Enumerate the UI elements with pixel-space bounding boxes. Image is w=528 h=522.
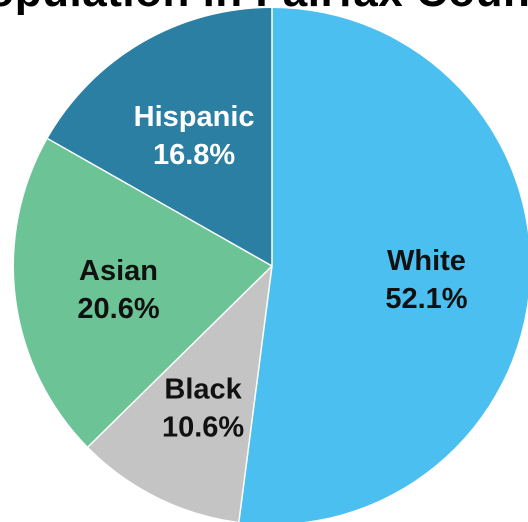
pie-slice-white [238, 8, 528, 522]
slice-value-black: 10.6% [162, 412, 244, 444]
slice-value-white: 52.1% [385, 283, 467, 315]
pie-slice-asian [14, 138, 273, 447]
slice-label-black: Black [164, 374, 242, 406]
pie-slice-black [87, 266, 273, 522]
slice-value-hispanic: 16.8% [153, 139, 235, 171]
slice-separator [87, 265, 273, 448]
chart-title: Population in Fairfax County [0, 0, 528, 14]
slice-label-asian: Asian [79, 255, 158, 287]
slice-separator [238, 265, 273, 522]
slice-separator [47, 137, 273, 267]
pie-slice-hispanic [47, 8, 272, 266]
slice-label-hispanic: Hispanic [134, 101, 255, 133]
slice-label-white: White [387, 245, 466, 277]
slice-value-asian: 20.6% [77, 293, 159, 325]
